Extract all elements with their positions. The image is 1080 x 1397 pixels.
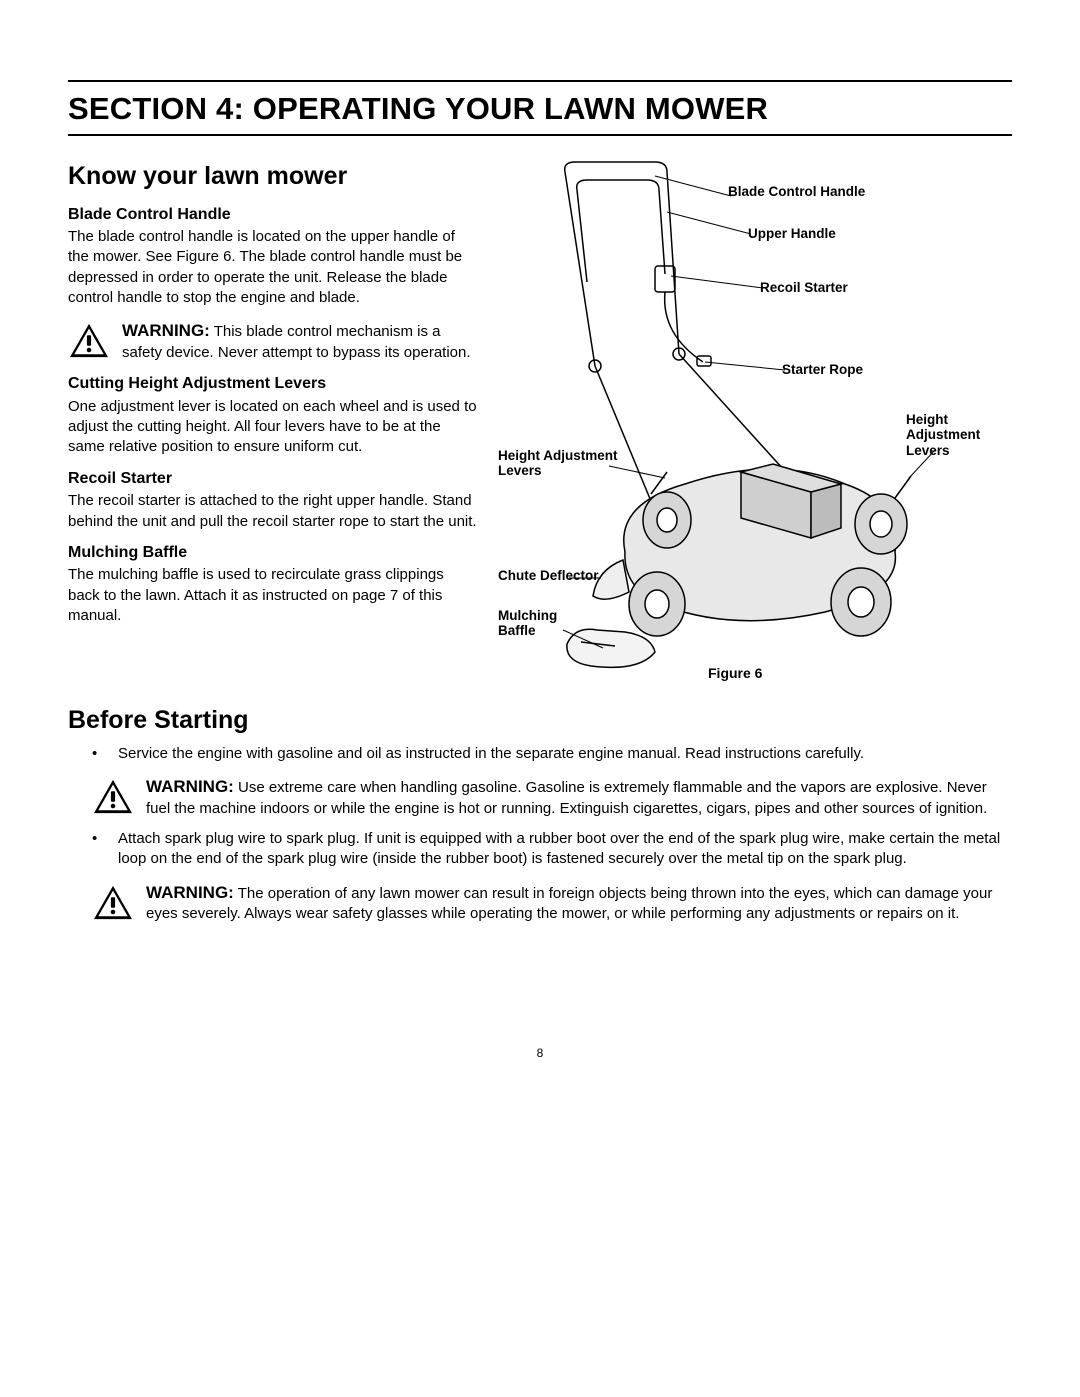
warning-2-body: Use extreme care when handling gasoline.…	[146, 779, 987, 817]
warning-1-label: WARNING:	[122, 321, 210, 340]
warning-icon	[68, 322, 110, 360]
label-recoil-starter: Recoil Starter	[760, 280, 848, 296]
label-mulching: Mulching Baffle	[498, 608, 568, 639]
mulch-title: Mulching Baffle	[68, 542, 478, 564]
left-column: Know your lawn mower Blade Control Handl…	[68, 154, 478, 684]
mower-diagram: Blade Control Handle Upper Handle Recoil…	[498, 154, 1012, 684]
recoil-body: The recoil starter is attached to the ri…	[68, 491, 478, 532]
section-title: SECTION 4: OPERATING YOUR LAWN MOWER	[68, 88, 1012, 130]
mulch-body: The mulching baffle is used to recircula…	[68, 565, 478, 626]
blade-title: Blade Control Handle	[68, 204, 478, 226]
label-chute: Chute Deflector	[498, 568, 599, 584]
warning-3-text: WARNING: The operation of any lawn mower…	[146, 882, 1012, 925]
figure-caption: Figure 6	[708, 664, 762, 683]
label-height-right: Height Adjustment Levers	[906, 412, 998, 459]
label-height-left: Height Adjustment Levers	[498, 448, 638, 479]
label-blade-control: Blade Control Handle	[728, 184, 865, 200]
recoil-title: Recoil Starter	[68, 468, 478, 490]
bullet-dot: •	[92, 744, 100, 764]
bullet-1-text: Service the engine with gasoline and oil…	[118, 744, 1012, 764]
section-header: SECTION 4: OPERATING YOUR LAWN MOWER	[68, 80, 1012, 136]
two-column-layout: Know your lawn mower Blade Control Handl…	[68, 154, 1012, 684]
right-column: Blade Control Handle Upper Handle Recoil…	[498, 154, 1012, 684]
bullet-dot: •	[92, 829, 100, 870]
bullet-2: • Attach spark plug wire to spark plug. …	[68, 829, 1012, 870]
page-number: 8	[68, 1045, 1012, 1061]
before-heading: Before Starting	[68, 704, 1012, 738]
height-title: Cutting Height Adjustment Levers	[68, 373, 478, 395]
height-body: One adjustment lever is located on each …	[68, 397, 478, 458]
warning-3-body: The operation of any lawn mower can resu…	[146, 885, 992, 923]
warning-2-text: WARNING: Use extreme care when handling …	[146, 776, 1012, 819]
warning-icon	[92, 884, 134, 922]
warning-block-3: WARNING: The operation of any lawn mower…	[68, 882, 1012, 925]
label-starter-rope: Starter Rope	[782, 362, 863, 378]
bullet-1: • Service the engine with gasoline and o…	[68, 744, 1012, 764]
warning-3-label: WARNING:	[146, 883, 234, 902]
know-heading: Know your lawn mower	[68, 160, 478, 194]
warning-block-2: WARNING: Use extreme care when handling …	[68, 776, 1012, 819]
warning-1-text: WARNING: This blade control mechanism is…	[122, 320, 478, 363]
blade-body: The blade control handle is located on t…	[68, 227, 478, 308]
label-upper-handle: Upper Handle	[748, 226, 836, 242]
bullet-2-text: Attach spark plug wire to spark plug. If…	[118, 829, 1012, 870]
warning-2-label: WARNING:	[146, 777, 234, 796]
warning-block-1: WARNING: This blade control mechanism is…	[68, 320, 478, 363]
warning-icon	[92, 778, 134, 816]
